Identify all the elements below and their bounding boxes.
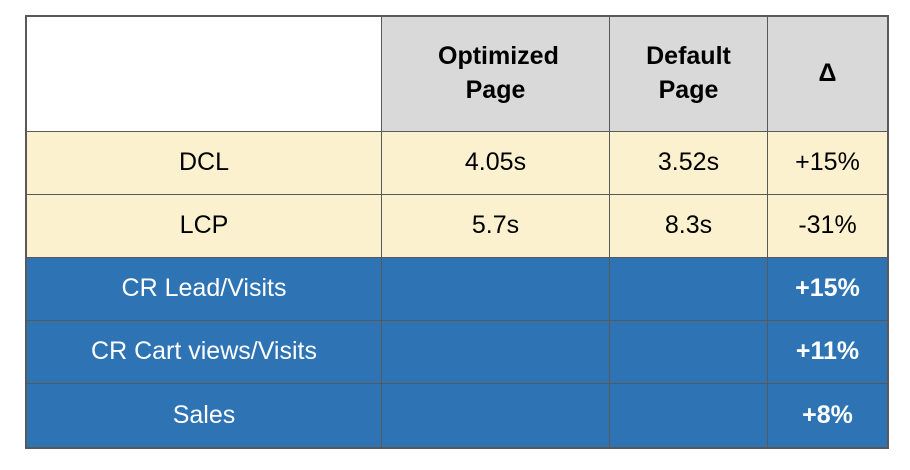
row-cr-cart-views-visits-optimized-value	[382, 321, 610, 384]
row-lcp-delta-value: -31%	[768, 195, 887, 258]
row-cr-cart-views-visits-default-value	[610, 321, 768, 384]
row-cr-lead-visits-label: CR Lead/Visits	[27, 258, 382, 321]
row-cr-cart-views-visits-delta-value: +11%	[768, 321, 887, 384]
header-delta: Δ	[768, 17, 887, 132]
row-dcl-optimized-value: 4.05s	[382, 132, 610, 195]
comparison-table: Optimized Page Default Page Δ DCL 4.05s …	[25, 15, 889, 449]
header-default-page: Default Page	[610, 17, 768, 132]
row-dcl-label: DCL	[27, 132, 382, 195]
row-cr-lead-visits-optimized-value	[382, 258, 610, 321]
row-lcp-label: LCP	[27, 195, 382, 258]
row-cr-cart-views-visits-label: CR Cart views/Visits	[27, 321, 382, 384]
header-default-page-label: Default Page	[646, 42, 731, 104]
row-lcp-optimized-value: 5.7s	[382, 195, 610, 258]
row-sales-label: Sales	[27, 384, 382, 447]
row-dcl-delta-value: +15%	[768, 132, 887, 195]
header-optimized-page-label: Optimized Page	[438, 42, 559, 104]
row-lcp-default-value: 8.3s	[610, 195, 768, 258]
header-corner-cell	[27, 17, 382, 132]
row-cr-lead-visits-default-value	[610, 258, 768, 321]
row-sales-default-value	[610, 384, 768, 447]
row-sales-optimized-value	[382, 384, 610, 447]
row-cr-lead-visits-delta-value: +15%	[768, 258, 887, 321]
row-dcl-default-value: 3.52s	[610, 132, 768, 195]
row-sales-delta-value: +8%	[768, 384, 887, 447]
header-optimized-page: Optimized Page	[382, 17, 610, 132]
